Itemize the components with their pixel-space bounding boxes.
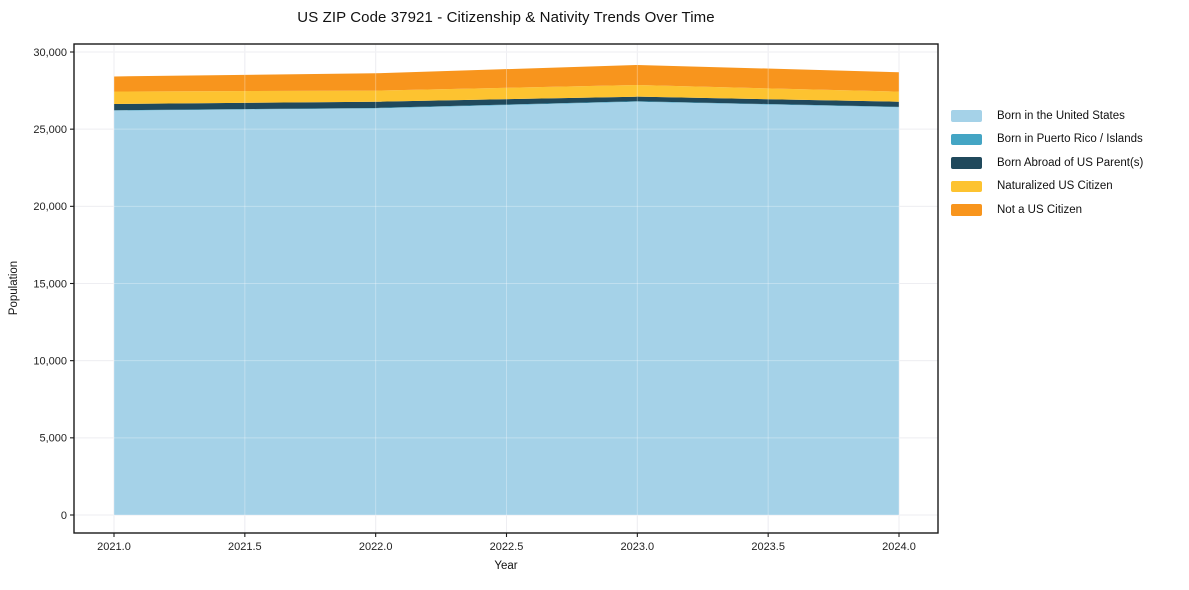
area-series-2 [114,96,899,111]
y-axis-label: Population [8,260,20,316]
y-tick-label: 15,000 [33,278,67,290]
y-tick-label: 20,000 [33,201,67,213]
x-tick-label: 2024.0 [882,541,916,553]
y-tick-label: 25,000 [33,124,67,136]
legend-item: Born in the United States [951,104,1143,128]
legend-item: Naturalized US Citizen [951,175,1143,199]
legend-label: Naturalized US Citizen [997,180,1113,193]
x-axis-label: Year [494,560,518,572]
area-series-4 [114,64,899,92]
legend-label: Born in the United States [997,109,1125,122]
legend-swatch [951,204,982,216]
legend-swatch [951,110,982,122]
area-series-3 [114,85,899,105]
area-series-0 [114,101,899,515]
x-tick-label: 2023.0 [621,541,655,553]
legend-item: Born in Puerto Rico / Islands [951,128,1143,152]
legend-item: Not a US Citizen [951,198,1143,222]
y-tick-label: 10,000 [33,355,67,367]
legend-label: Born Abroad of US Parent(s) [997,156,1144,169]
x-tick-label: 2023.5 [751,541,785,553]
x-tick-label: 2022.0 [359,541,393,553]
y-tick-label: 30,000 [33,47,67,59]
legend: Born in the United States Born in Puerto… [951,104,1143,222]
legend-label: Not a US Citizen [997,203,1083,216]
y-tick-label: 5,000 [39,433,67,445]
y-tick-label: 0 [61,510,67,522]
area-series-1 [114,101,899,111]
chart-title: US ZIP Code 37921 - Citizenship & Nativi… [297,9,715,26]
legend-swatch [951,180,982,192]
legend-swatch [951,157,982,169]
x-tick-label: 2021.0 [97,541,131,553]
legend-swatch [951,133,982,145]
x-tick-label: 2022.5 [490,541,524,553]
x-tick-label: 2021.5 [228,541,262,553]
legend-item: Born Abroad of US Parent(s) [951,151,1143,175]
legend-label: Born in Puerto Rico / Islands [997,133,1143,146]
